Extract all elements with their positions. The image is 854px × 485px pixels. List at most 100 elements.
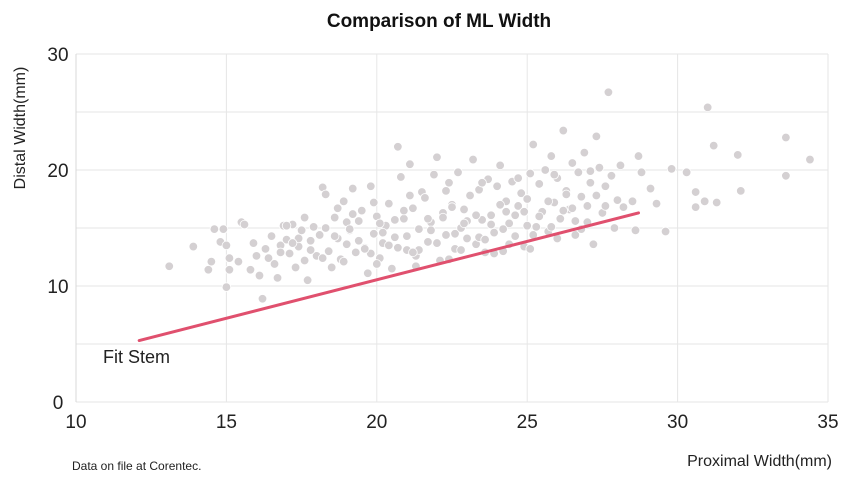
y-tick-labels: 0 10 20 30 xyxy=(47,45,68,414)
data-point xyxy=(606,171,617,181)
data-point xyxy=(320,223,331,233)
data-point xyxy=(781,171,791,181)
x-tick-label: 30 xyxy=(667,412,688,433)
data-point xyxy=(221,240,232,251)
data-point xyxy=(206,256,217,267)
data-point xyxy=(522,194,532,204)
data-point xyxy=(290,262,301,273)
y-tick-label: 0 xyxy=(53,393,64,414)
data-point xyxy=(450,229,460,239)
data-point xyxy=(781,132,791,143)
y-tick-label: 30 xyxy=(47,45,68,66)
data-point xyxy=(396,172,406,182)
data-point xyxy=(582,201,593,211)
data-point xyxy=(317,253,328,263)
data-point xyxy=(432,152,442,162)
data-point xyxy=(567,158,578,168)
data-point xyxy=(456,245,466,255)
data-point xyxy=(540,165,550,175)
data-point xyxy=(390,232,400,242)
data-point xyxy=(534,211,544,222)
data-point xyxy=(387,263,397,274)
data-point xyxy=(221,282,232,292)
chart-title: Comparison of ML Width xyxy=(327,11,551,32)
data-point xyxy=(477,178,487,188)
data-point xyxy=(805,154,815,165)
data-point xyxy=(393,142,403,152)
data-point xyxy=(585,178,596,188)
data-point xyxy=(164,261,174,271)
data-point xyxy=(369,229,379,239)
data-point xyxy=(444,178,454,188)
data-point xyxy=(299,255,310,266)
data-point xyxy=(585,166,596,176)
data-point xyxy=(486,219,496,230)
data-point xyxy=(462,233,472,244)
data-point xyxy=(579,147,590,158)
data-point xyxy=(438,212,448,223)
data-point xyxy=(498,224,508,234)
x-tick-label: 10 xyxy=(65,412,86,433)
data-point xyxy=(603,87,614,97)
data-point xyxy=(203,265,214,275)
data-point xyxy=(441,230,451,240)
scatter-points xyxy=(164,87,815,304)
data-point xyxy=(224,253,235,263)
data-point xyxy=(384,198,394,209)
data-point xyxy=(429,169,439,180)
data-point xyxy=(591,190,602,201)
data-point xyxy=(447,202,457,212)
data-point xyxy=(366,181,376,191)
data-point xyxy=(287,238,298,248)
data-point xyxy=(323,246,334,256)
data-point xyxy=(702,102,713,113)
data-point xyxy=(281,220,292,231)
data-point xyxy=(251,251,262,261)
data-point xyxy=(405,190,415,201)
data-point xyxy=(546,151,556,161)
data-point xyxy=(594,162,605,173)
grid xyxy=(75,53,829,403)
data-point xyxy=(690,187,701,197)
data-point xyxy=(600,201,611,211)
data-point xyxy=(302,275,313,285)
data-point xyxy=(567,203,578,213)
data-point xyxy=(209,224,220,234)
data-point xyxy=(645,183,656,194)
data-point xyxy=(426,225,436,236)
data-point xyxy=(263,253,274,263)
y-axis-label: Distal Width(mm) xyxy=(12,67,29,190)
data-point xyxy=(269,259,280,269)
data-point xyxy=(471,210,481,220)
data-point xyxy=(420,193,430,203)
data-point xyxy=(441,186,451,196)
data-point xyxy=(188,241,199,252)
data-point xyxy=(612,195,623,205)
data-point xyxy=(275,247,286,258)
data-point xyxy=(627,196,638,207)
data-point xyxy=(408,247,418,258)
data-point xyxy=(558,205,568,216)
data-point xyxy=(573,167,584,178)
fit-stem-line xyxy=(137,211,640,343)
data-point xyxy=(248,238,259,248)
data-point xyxy=(660,226,671,237)
data-point xyxy=(576,191,587,202)
data-point xyxy=(351,247,361,258)
data-point xyxy=(531,222,541,232)
data-point xyxy=(681,167,692,178)
data-point xyxy=(489,227,499,238)
y-tick-label: 10 xyxy=(47,277,68,298)
x-tick-label: 35 xyxy=(817,412,838,433)
data-point xyxy=(690,202,701,212)
data-point xyxy=(615,160,626,171)
data-point xyxy=(609,223,620,233)
data-point xyxy=(651,198,662,209)
data-point xyxy=(399,205,409,216)
data-point xyxy=(372,259,382,269)
data-point xyxy=(272,273,283,283)
data-point xyxy=(633,151,644,161)
data-point xyxy=(618,202,629,212)
data-point xyxy=(326,262,337,273)
